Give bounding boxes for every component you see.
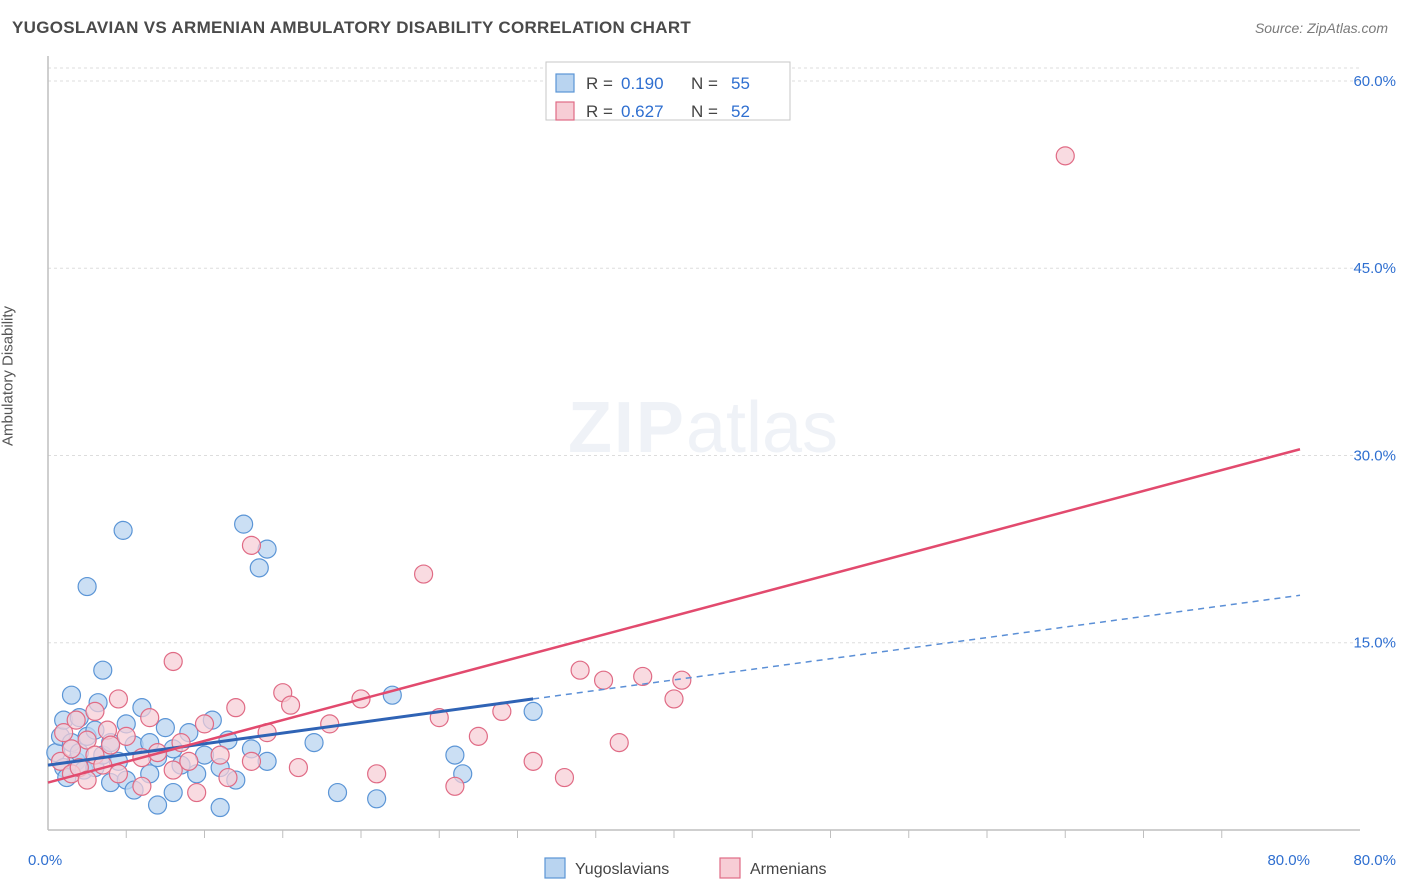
scatter-point-yugoslavians	[156, 719, 174, 737]
scatter-point-armenians	[86, 702, 104, 720]
y-tick-label: 45.0%	[1353, 260, 1396, 277]
scatter-point-yugoslavians	[94, 661, 112, 679]
scatter-point-armenians	[164, 761, 182, 779]
scatter-point-armenians	[368, 765, 386, 783]
scatter-point-yugoslavians	[329, 784, 347, 802]
y-tick-label: 60.0%	[1353, 73, 1396, 90]
scatter-point-armenians	[102, 736, 120, 754]
scatter-point-armenians	[469, 727, 487, 745]
scatter-point-armenians	[610, 734, 628, 752]
scatter-point-yugoslavians	[164, 784, 182, 802]
correlation-chart: YUGOSLAVIAN VS ARMENIAN AMBULATORY DISAB…	[0, 0, 1406, 892]
scatter-point-yugoslavians	[78, 578, 96, 596]
scatter-point-armenians	[242, 536, 260, 554]
scatter-point-armenians	[665, 690, 683, 708]
scatter-point-armenians	[555, 769, 573, 787]
scatter-point-armenians	[227, 699, 245, 717]
legend-label: Yugoslavians	[575, 861, 669, 878]
scatter-point-armenians	[415, 565, 433, 583]
scatter-point-armenians	[196, 715, 214, 733]
stats-n-value: 55	[731, 74, 750, 93]
x-tick-label-max-right: 80.0%	[1353, 852, 1396, 869]
x-tick-label-max: 80.0%	[1267, 852, 1310, 869]
scatter-point-armenians	[282, 696, 300, 714]
scatter-point-armenians	[571, 661, 589, 679]
scatter-point-armenians	[595, 671, 613, 689]
trend-line-ext-yugoslavians	[533, 595, 1300, 699]
stats-r-label: R =	[586, 102, 613, 121]
scatter-point-yugoslavians	[149, 796, 167, 814]
scatter-point-armenians	[109, 690, 127, 708]
scatter-point-armenians	[321, 715, 339, 733]
scatter-point-yugoslavians	[258, 540, 276, 558]
stats-r-label: R =	[586, 74, 613, 93]
legend-label: Armenians	[750, 861, 826, 878]
scatter-point-armenians	[242, 752, 260, 770]
scatter-point-armenians	[62, 740, 80, 758]
scatter-point-armenians	[133, 777, 151, 795]
stats-r-value: 0.190	[621, 74, 664, 93]
plot-area: 15.0% 30.0% 45.0% 60.0% 0.0% 80.0% 80.0% R = 0.1…	[0, 0, 1406, 892]
stats-n-label: N =	[691, 74, 718, 93]
scatter-point-armenians	[524, 752, 542, 770]
scatter-point-armenians	[188, 784, 206, 802]
scatter-point-armenians	[141, 709, 159, 727]
scatter-point-armenians	[67, 711, 85, 729]
scatter-point-armenians	[634, 667, 652, 685]
y-tick-label: 15.0%	[1353, 635, 1396, 652]
scatter-point-armenians	[1056, 147, 1074, 165]
stats-r-value: 0.627	[621, 102, 664, 121]
scatter-point-yugoslavians	[114, 521, 132, 539]
scatter-point-armenians	[289, 759, 307, 777]
scatter-point-armenians	[117, 727, 135, 745]
scatter-point-armenians	[219, 769, 237, 787]
scatter-point-yugoslavians	[235, 515, 253, 533]
stats-n-value: 52	[731, 102, 750, 121]
scatter-point-yugoslavians	[524, 702, 542, 720]
scatter-point-armenians	[164, 652, 182, 670]
legend-swatch	[720, 858, 740, 878]
stats-n-label: N =	[691, 102, 718, 121]
legend-swatch	[545, 858, 565, 878]
scatter-point-armenians	[211, 746, 229, 764]
scatter-point-yugoslavians	[368, 790, 386, 808]
stats-swatch	[556, 74, 574, 92]
scatter-point-yugoslavians	[211, 799, 229, 817]
x-tick-label-min: 0.0%	[28, 852, 62, 869]
y-tick-label: 30.0%	[1353, 447, 1396, 464]
scatter-point-yugoslavians	[305, 734, 323, 752]
stats-box	[546, 62, 790, 120]
scatter-point-armenians	[180, 752, 198, 770]
scatter-point-yugoslavians	[446, 746, 464, 764]
trend-line-armenians	[48, 449, 1300, 782]
scatter-point-yugoslavians	[62, 686, 80, 704]
scatter-point-armenians	[446, 777, 464, 795]
scatter-point-armenians	[109, 765, 127, 783]
scatter-point-yugoslavians	[250, 559, 268, 577]
stats-swatch	[556, 102, 574, 120]
